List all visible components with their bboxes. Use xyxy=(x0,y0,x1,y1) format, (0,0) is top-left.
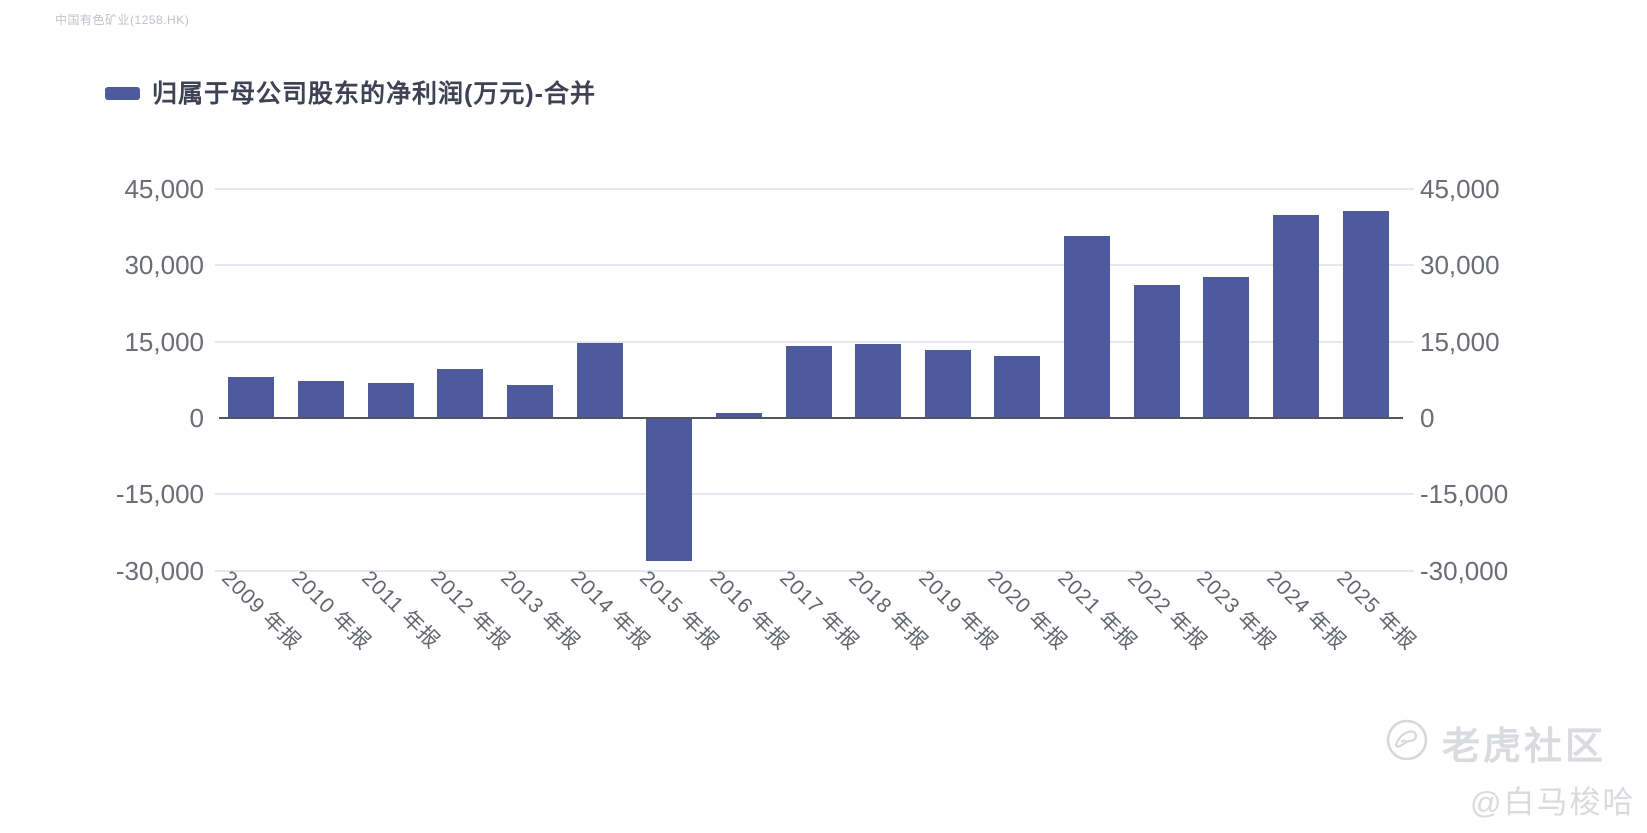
stock-source-label: 中国有色矿业(1258.HK) xyxy=(55,13,190,27)
gridline xyxy=(215,188,1414,190)
y-axis-label-left: 30,000 xyxy=(124,250,204,281)
y-axis-label-right: 15,000 xyxy=(1420,326,1500,357)
x-axis-line xyxy=(219,417,1403,419)
bar-2022[interactable] xyxy=(1133,284,1180,418)
gridline xyxy=(215,493,1414,496)
legend-item[interactable]: 归属于母公司股东的净利润(万元)-合并 xyxy=(105,74,596,110)
bar-2009[interactable] xyxy=(228,376,275,418)
bar-2014[interactable] xyxy=(576,343,623,418)
watermark-community-label: 老虎社区 xyxy=(1442,726,1607,768)
bar-2025[interactable] xyxy=(1342,211,1389,418)
gridline xyxy=(215,569,1414,572)
y-axis-label-left: 0 xyxy=(189,403,204,433)
bar-2021[interactable] xyxy=(1064,235,1111,418)
legend-swatch-icon xyxy=(105,86,140,100)
bar-2024[interactable] xyxy=(1273,215,1320,418)
y-axis-label-left: -15,000 xyxy=(115,479,204,510)
watermark-username: @白马梭哈 xyxy=(1470,785,1636,820)
y-axis-label-right: 45,000 xyxy=(1420,174,1500,204)
y-axis-label-left: 15,000 xyxy=(124,326,204,357)
gridline xyxy=(215,264,1414,267)
y-axis-label-left: 45,000 xyxy=(124,174,204,204)
tiger-logo-icon xyxy=(1386,719,1428,766)
bar-2016[interactable] xyxy=(715,412,762,418)
bar-2023[interactable] xyxy=(1203,276,1250,418)
bar-2020[interactable] xyxy=(994,355,1041,418)
legend-label: 归属于母公司股东的净利润(万元)-合并 xyxy=(152,80,596,108)
bar-2015[interactable] xyxy=(646,419,693,562)
bar-2012[interactable] xyxy=(437,368,484,418)
gridline xyxy=(215,340,1414,343)
y-axis-label-left: -30,000 xyxy=(115,555,204,586)
y-axis-label-right: 30,000 xyxy=(1420,250,1500,281)
y-axis-label-right: -30,000 xyxy=(1420,555,1509,586)
watermark: 老虎社区 xyxy=(1386,715,1606,770)
bar-2010[interactable] xyxy=(297,380,344,418)
y-axis-label-right: 0 xyxy=(1420,403,1435,433)
bar-2018[interactable] xyxy=(855,343,902,418)
bar-2017[interactable] xyxy=(785,346,832,418)
bar-2019[interactable] xyxy=(924,350,971,418)
bar-2013[interactable] xyxy=(506,384,553,418)
y-axis-label-right: -15,000 xyxy=(1420,479,1509,510)
bar-2011[interactable] xyxy=(367,382,414,418)
